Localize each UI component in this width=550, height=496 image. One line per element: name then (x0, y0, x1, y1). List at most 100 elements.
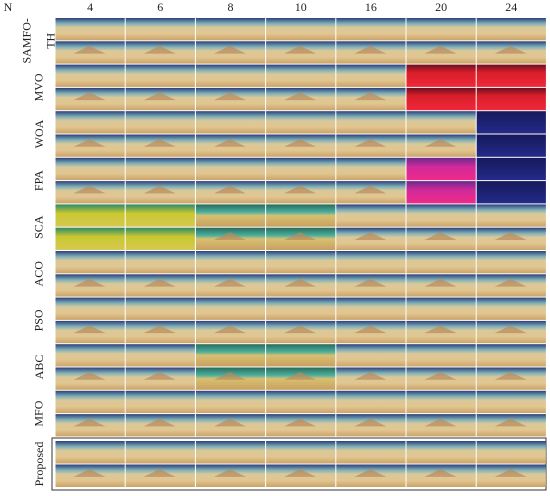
row-label: FPA (32, 170, 46, 191)
pyramid (354, 371, 387, 380)
segmented-image (125, 390, 195, 414)
column-label: 8 (228, 0, 234, 14)
segmented-image (55, 441, 125, 464)
pyramid (284, 45, 317, 54)
row-label: SAMFO- (20, 18, 34, 63)
segmented-image (336, 441, 406, 464)
row-label: MVO (32, 73, 46, 101)
pyramid (143, 325, 176, 334)
row-label: SCA (32, 215, 46, 239)
segmented-image (406, 87, 476, 111)
pyramid (284, 92, 317, 101)
column-label: 16 (365, 0, 377, 14)
segmented-image (195, 204, 266, 227)
segmented-image (476, 111, 546, 134)
segmented-image (55, 18, 125, 41)
pyramid (354, 325, 387, 334)
segmented-image (55, 111, 125, 134)
segmented-image (266, 344, 336, 367)
pyramid (143, 469, 176, 477)
segmented-image (55, 227, 125, 250)
pyramid (143, 45, 176, 54)
segmented-image (406, 181, 476, 204)
segmented-image (55, 204, 125, 227)
segmented-image (266, 390, 336, 414)
segmented-image (266, 251, 336, 274)
segmented-image (125, 297, 195, 320)
row-label: PSO (32, 309, 46, 331)
pyramid (143, 418, 176, 427)
segmented-image (476, 344, 546, 367)
pyramid (213, 469, 246, 477)
segmented-image (406, 157, 476, 181)
segmented-image (125, 441, 195, 464)
segmented-image (406, 111, 476, 134)
segmented-image (336, 111, 406, 134)
column-label: 24 (505, 0, 517, 14)
segmented-image (125, 251, 195, 274)
pyramid (73, 138, 106, 147)
pyramid (284, 418, 317, 427)
segmented-image (476, 157, 546, 181)
image-grid (55, 18, 546, 487)
pyramid (424, 418, 457, 427)
segmented-image (266, 157, 336, 181)
segmented-image (476, 18, 546, 41)
segmented-image (406, 344, 476, 367)
pyramid (354, 185, 387, 194)
column-label: 20 (435, 0, 447, 14)
corner-label: N (4, 0, 13, 14)
pyramid (494, 469, 527, 477)
segmented-image (195, 390, 266, 414)
segmented-image (195, 251, 266, 274)
pyramid (284, 278, 317, 287)
segmented-image (125, 157, 195, 181)
pyramid (354, 92, 387, 101)
segmented-image (336, 157, 406, 181)
pyramid (213, 232, 246, 240)
column-label: 4 (87, 0, 93, 14)
segmented-image (125, 204, 195, 227)
pyramid (494, 418, 527, 427)
segmented-image (125, 227, 195, 250)
segmented-image (125, 18, 195, 41)
segmented-image (195, 297, 266, 320)
pyramid (73, 45, 106, 54)
segmented-image (195, 18, 266, 41)
segmented-image (476, 87, 546, 111)
segmented-image (476, 181, 546, 204)
pyramid (424, 232, 457, 240)
segmented-image (195, 157, 266, 181)
segmented-image (266, 204, 336, 227)
pyramid (73, 418, 106, 427)
pyramid (424, 325, 457, 334)
segmented-image (55, 157, 125, 181)
pyramid (284, 469, 317, 477)
segmented-image (406, 251, 476, 274)
segmented-image (55, 64, 125, 87)
segmented-image (476, 204, 546, 227)
pyramid (73, 469, 106, 477)
segmented-image (336, 390, 406, 414)
pyramid (424, 45, 457, 54)
pyramid (143, 138, 176, 147)
pyramid (284, 371, 317, 380)
segmented-image (55, 297, 125, 320)
row-label: ABC (32, 355, 46, 380)
segmented-image (125, 64, 195, 87)
segmented-image (336, 297, 406, 320)
pyramid (424, 278, 457, 287)
pyramid (354, 278, 387, 287)
segmented-image (406, 441, 476, 464)
pyramid (354, 138, 387, 147)
segmented-image (336, 204, 406, 227)
segmented-image (55, 344, 125, 367)
pyramid (213, 325, 246, 334)
segmented-image (476, 64, 546, 87)
row-label: MFO (32, 400, 46, 426)
column-label: 6 (157, 0, 163, 14)
segmented-image (336, 64, 406, 87)
segmented-image (266, 18, 336, 41)
segmented-image (476, 297, 546, 320)
pyramid (494, 278, 527, 287)
